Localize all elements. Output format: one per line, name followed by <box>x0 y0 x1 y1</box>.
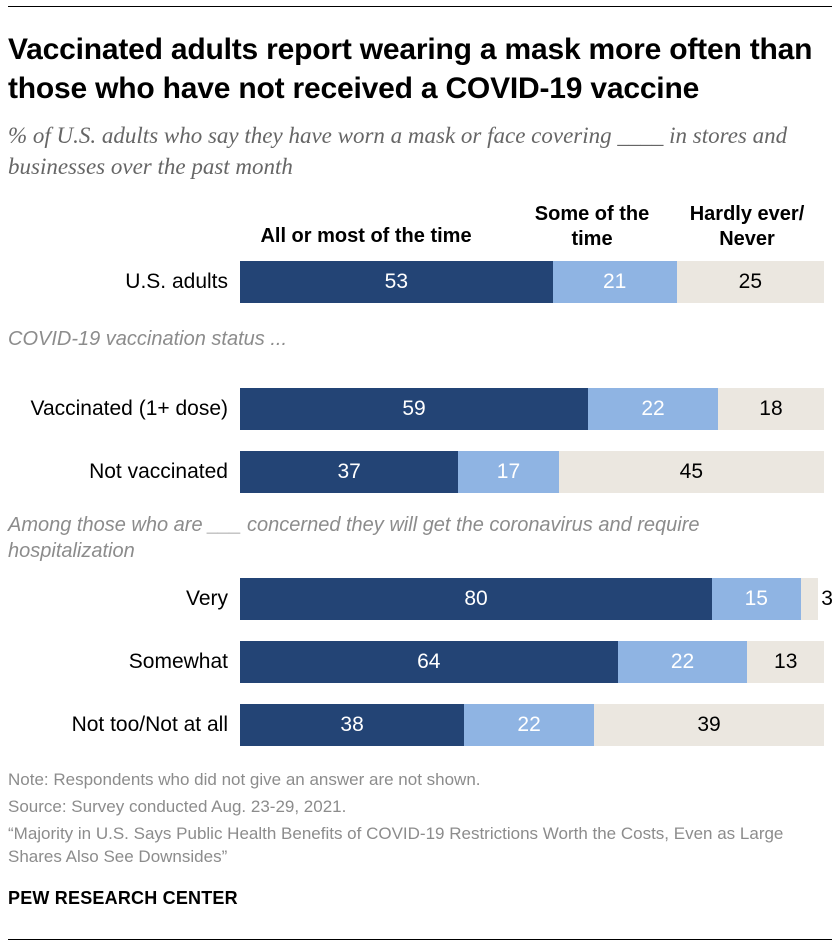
data-label-hardly-somewhat: 13 <box>774 650 798 673</box>
bar-segment-some-not-vaccinated <box>458 451 559 493</box>
row-label-very: Very <box>185 587 228 610</box>
data-label-hardly-vaccinated-1-dose: 18 <box>759 397 783 420</box>
bar-segment-hardly-not-too-not-at-all <box>594 704 825 746</box>
data-label-most-u-s-adults: 53 <box>384 270 409 293</box>
data-label-some-very: 15 <box>744 587 768 610</box>
section-label-vaccination: COVID-19 vaccination status ... <box>8 328 288 350</box>
footer-source: Source: Survey conducted Aug. 23-29, 202… <box>8 797 347 816</box>
row-label-u-s-adults: U.S. adults <box>125 270 228 293</box>
bar-segment-some-u-s-adults <box>552 261 677 303</box>
data-label-most-somewhat: 64 <box>417 650 441 673</box>
bar-segment-hardly-not-vaccinated <box>558 451 825 493</box>
footer-note: Note: Respondents who did not give an an… <box>8 770 481 789</box>
data-label-some-not-too-not-at-all: 22 <box>517 713 541 736</box>
row-label-not-vaccinated: Not vaccinated <box>89 460 228 483</box>
bar-segment-most-very <box>240 578 712 620</box>
bottom-rule <box>8 939 832 940</box>
bar-segment-some-vaccinated-1-dose <box>588 388 718 430</box>
bar-segment-most-u-s-adults <box>240 261 553 303</box>
row-label-vaccinated-1-dose: Vaccinated (1+ dose) <box>30 397 228 420</box>
data-label-some-not-vaccinated: 17 <box>496 460 521 483</box>
bar-segment-most-not-vaccinated <box>240 451 459 493</box>
chart-title: Vaccinated adults report wearing a mask … <box>8 33 813 105</box>
bar-segment-most-vaccinated-1-dose <box>240 388 589 430</box>
bar-segment-hardly-vaccinated-1-dose <box>717 388 825 430</box>
data-label-most-vaccinated-1-dose: 59 <box>402 397 426 420</box>
data-label-hardly-not-vaccinated: 45 <box>679 460 704 483</box>
bar-segment-some-somewhat <box>617 641 748 683</box>
data-label-hardly-very: 3 <box>821 587 833 610</box>
section-label-concern: Among those who are ___ concerned they w… <box>8 514 700 562</box>
bar-segment-most-not-too-not-at-all <box>240 704 465 746</box>
chart-subtitle: % of U.S. adults who say they have worn … <box>8 123 788 179</box>
pew-logo-text: PEW RESEARCH CENTER <box>8 888 238 908</box>
column-header-hardly: Hardly ever/ Never <box>689 203 805 250</box>
bar-segment-hardly-somewhat <box>747 641 825 683</box>
data-label-hardly-u-s-adults: 25 <box>738 270 763 293</box>
data-label-most-not-too-not-at-all: 38 <box>340 713 364 736</box>
bar-segment-hardly-very <box>800 578 819 620</box>
bar-segment-some-not-too-not-at-all <box>464 704 594 746</box>
column-header-most: All or most of the time <box>260 225 472 247</box>
row-label-somewhat: Somewhat <box>128 650 228 673</box>
data-label-some-somewhat: 22 <box>670 650 695 673</box>
column-header-some: Some of the time <box>534 203 650 250</box>
bar-segment-most-somewhat <box>240 641 618 683</box>
bar-segment-hardly-u-s-adults <box>676 261 825 303</box>
row-label-not-too-not-at-all: Not too/Not at all <box>71 713 228 736</box>
data-label-some-u-s-adults: 21 <box>602 270 627 293</box>
data-label-hardly-not-too-not-at-all: 39 <box>697 713 721 736</box>
bar-segment-some-very <box>712 578 801 620</box>
top-rule <box>8 6 832 7</box>
data-label-some-vaccinated-1-dose: 22 <box>641 397 665 420</box>
data-label-most-very: 80 <box>464 587 488 610</box>
data-label-most-not-vaccinated: 37 <box>337 460 361 483</box>
footer-report-title: “Majority in U.S. Says Public Health Ben… <box>8 824 784 866</box>
